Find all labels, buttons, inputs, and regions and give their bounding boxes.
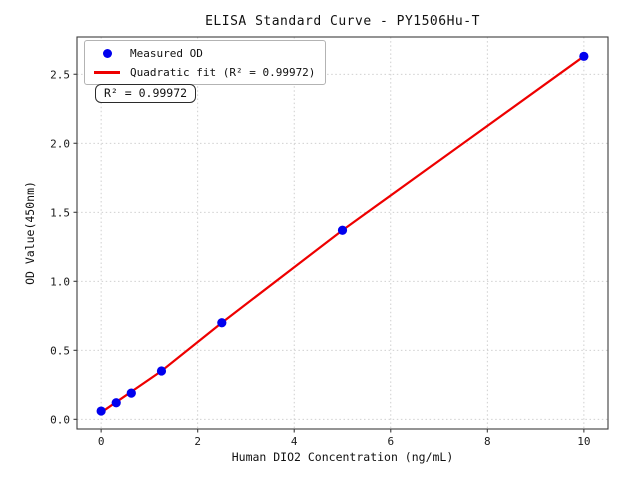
svg-text:0: 0 xyxy=(98,435,105,448)
legend-item-measured-od: Measured OD xyxy=(92,45,315,61)
legend-swatch-cell xyxy=(92,70,122,74)
svg-text:1.0: 1.0 xyxy=(50,275,70,288)
legend-label-measured-od: Measured OD xyxy=(130,46,203,60)
quadratic-fit-line-icon xyxy=(94,70,120,74)
svg-text:4: 4 xyxy=(291,435,298,448)
svg-text:2.5: 2.5 xyxy=(50,68,70,81)
svg-text:2: 2 xyxy=(194,435,201,448)
y-axis-label: OD Value(450nm) xyxy=(23,181,37,285)
chart-title: ELISA Standard Curve - PY1506Hu-T xyxy=(205,14,480,29)
svg-text:1.5: 1.5 xyxy=(50,206,70,219)
legend: Measured OD Quadratic fit (R² = 0.99972) xyxy=(84,40,327,85)
measured-od-marker-icon xyxy=(102,48,112,58)
svg-text:6: 6 xyxy=(387,435,394,448)
x-axis-label: Human DIO2 Concentration (ng/mL) xyxy=(231,450,454,464)
svg-text:8: 8 xyxy=(484,435,491,448)
r-squared-annotation: R² = 0.99972 xyxy=(95,84,197,103)
legend-label-quadratic-fit: Quadratic fit (R² = 0.99972) xyxy=(130,65,316,79)
svg-text:2.0: 2.0 xyxy=(50,137,70,150)
svg-text:0.5: 0.5 xyxy=(50,344,70,357)
legend-swatch-cell xyxy=(92,48,122,58)
svg-text:10: 10 xyxy=(577,435,590,448)
svg-text:0.0: 0.0 xyxy=(50,413,70,426)
legend-item-quadratic-fit: Quadratic fit (R² = 0.99972) xyxy=(92,64,315,80)
